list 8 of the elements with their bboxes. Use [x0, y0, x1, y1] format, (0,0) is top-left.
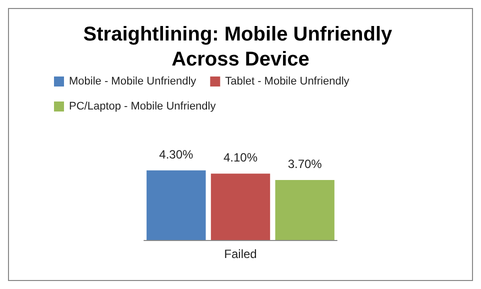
- data-label: 4.30%: [159, 147, 194, 162]
- chart-title: Straightlining: Mobile Unfriendly Across Device: [83, 24, 398, 70]
- data-label: 3.70%: [288, 157, 322, 172]
- legend-label: Mobile - Mobile Unfriendly: [69, 76, 197, 88]
- legend-label: PC/Laptop - Mobile Unfriendly: [69, 100, 216, 112]
- data-label: 4.10%: [223, 150, 258, 165]
- x-tick-label: Failed: [224, 247, 257, 261]
- legend-label: Tablet - Mobile Unfriendly: [225, 76, 350, 88]
